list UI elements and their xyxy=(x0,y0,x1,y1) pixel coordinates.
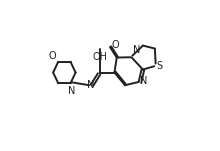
Text: N: N xyxy=(140,77,148,87)
Text: O: O xyxy=(112,40,119,50)
Text: N: N xyxy=(133,45,140,55)
Text: N: N xyxy=(68,86,75,96)
Text: O: O xyxy=(49,51,56,61)
Text: N: N xyxy=(87,80,94,90)
Text: S: S xyxy=(157,61,163,71)
Text: OH: OH xyxy=(92,52,107,62)
